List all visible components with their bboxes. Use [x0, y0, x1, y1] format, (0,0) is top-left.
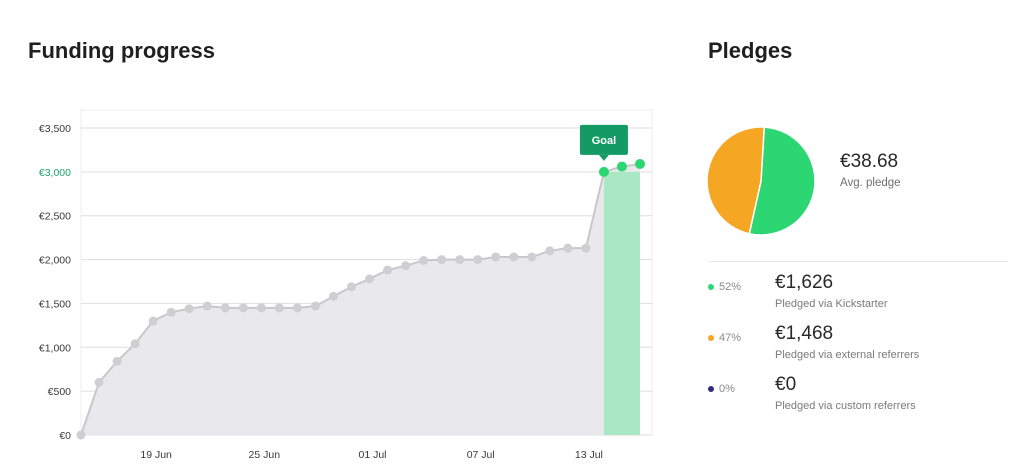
- data-point[interactable]: [130, 339, 140, 349]
- funding-area: [81, 163, 640, 435]
- pledge-percent: 52%: [719, 281, 742, 293]
- pledge-row-kickstarter: 52% €1,626 Pledged via Kickstarter: [708, 272, 1008, 312]
- data-point[interactable]: [148, 316, 158, 326]
- y-tick-label: €500: [48, 386, 72, 398]
- x-tick-label: 13 Jul: [575, 449, 603, 461]
- data-point[interactable]: [581, 243, 591, 253]
- legend-dot-kickstarter: [708, 284, 714, 290]
- x-tick-label: 07 Jul: [467, 449, 495, 461]
- pledge-source-label: Pledged via custom referrers: [775, 400, 916, 412]
- data-point[interactable]: [292, 303, 302, 313]
- x-tick-label: 01 Jul: [359, 449, 387, 461]
- data-point[interactable]: [455, 255, 465, 265]
- data-point[interactable]: [545, 246, 555, 256]
- data-point[interactable]: [346, 282, 356, 292]
- avg-pledge-value: €38.68: [840, 151, 899, 172]
- y-tick-label: €0: [59, 430, 71, 442]
- funding-progress-title: Funding progress: [28, 38, 215, 63]
- pledges-divider: [708, 261, 1008, 262]
- y-tick-label: €1,000: [39, 342, 71, 354]
- data-point[interactable]: [473, 255, 483, 265]
- goal-reached-band: [603, 171, 640, 435]
- pie-slice: [706, 126, 766, 235]
- data-point[interactable]: [166, 307, 176, 317]
- data-point[interactable]: [509, 252, 519, 262]
- pledge-percent: 47%: [719, 332, 742, 344]
- avg-pledge: €38.68 Avg. pledge: [840, 151, 901, 189]
- pledges-title: Pledges: [708, 38, 793, 63]
- legend-dot-external: [708, 335, 714, 341]
- data-point[interactable]: [310, 301, 320, 311]
- legend-dot-custom: [708, 386, 714, 392]
- data-point[interactable]: [220, 303, 230, 313]
- pledge-percent: 0%: [719, 383, 735, 395]
- pledge-source-label: Pledged via external referrers: [775, 349, 920, 361]
- data-point[interactable]: [401, 261, 411, 271]
- pledge-row-external: 47% €1,468 Pledged via external referrer…: [708, 323, 1008, 363]
- data-point[interactable]: [202, 301, 212, 311]
- pledge-amount: €1,626: [775, 272, 834, 293]
- data-point[interactable]: [598, 166, 609, 177]
- pledge-source-label: Pledged via Kickstarter: [775, 298, 888, 310]
- data-point[interactable]: [328, 291, 338, 301]
- goal-badge: Goal: [579, 124, 628, 161]
- y-tick-label: €3,500: [39, 123, 71, 135]
- goal-badge-label: Goal: [592, 135, 616, 147]
- pledge-amount: €0: [775, 374, 797, 395]
- data-point[interactable]: [491, 252, 501, 262]
- x-tick-label: 19 Jun: [140, 449, 172, 461]
- y-tick-label: €1,500: [39, 298, 71, 310]
- y-tick-label: €3,000: [39, 167, 71, 179]
- data-point[interactable]: [112, 356, 122, 366]
- data-point[interactable]: [635, 158, 645, 169]
- data-point[interactable]: [76, 430, 86, 440]
- avg-pledge-label: Avg. pledge: [840, 177, 901, 189]
- data-point[interactable]: [365, 274, 375, 284]
- pledge-row-custom: 0% €0 Pledged via custom referrers: [708, 374, 1008, 414]
- data-point[interactable]: [383, 265, 393, 275]
- data-point[interactable]: [437, 255, 447, 265]
- data-point[interactable]: [94, 377, 104, 387]
- data-point[interactable]: [184, 304, 194, 314]
- y-tick-label: €2,000: [39, 255, 71, 267]
- data-point[interactable]: [616, 161, 627, 172]
- data-point[interactable]: [563, 243, 573, 253]
- pledges-pie-chart: [706, 126, 816, 236]
- data-point[interactable]: [256, 303, 266, 313]
- funding-progress-chart[interactable]: €3,500 €3,000 €2,500 €2,000 €1,500 €1,000 €500…: [0, 100, 680, 475]
- pie-slice: [748, 126, 816, 236]
- pledge-amount: €1,468: [775, 323, 834, 344]
- data-point[interactable]: [419, 255, 429, 265]
- x-tick-label: 25 Jun: [249, 449, 281, 461]
- data-point[interactable]: [274, 303, 284, 313]
- data-point[interactable]: [238, 303, 248, 313]
- y-tick-label: €2,500: [39, 211, 71, 223]
- data-point[interactable]: [527, 252, 537, 262]
